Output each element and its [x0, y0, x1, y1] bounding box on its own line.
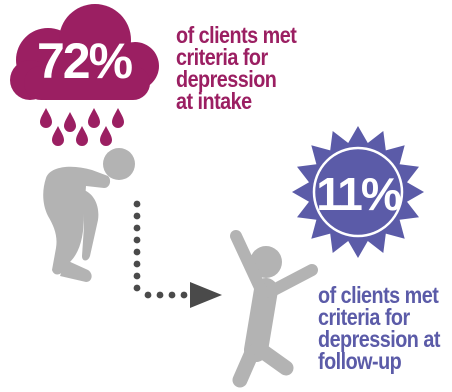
- raindrop-icon: [64, 112, 76, 132]
- intake-stat: 72%: [37, 33, 133, 89]
- followup-caption-line: criteria for: [318, 304, 410, 330]
- cheering-person-icon: [230, 230, 318, 388]
- rain-cloud-icon: [10, 4, 159, 100]
- raindrop-icon: [40, 108, 52, 128]
- raindrop-icon: [76, 126, 88, 146]
- raindrop-icon: [100, 126, 112, 146]
- followup-stat: 11%: [316, 168, 401, 220]
- intake-caption-line: of clients met: [176, 22, 297, 48]
- intake-caption-line: depression: [176, 66, 277, 92]
- followup-caption-line: depression at: [318, 326, 440, 352]
- intake-caption: of clients met criteria for depression a…: [176, 22, 297, 114]
- raindrops: [40, 108, 124, 146]
- intake-caption-line: at intake: [176, 88, 252, 114]
- followup-caption: of clients met criteria for depression a…: [318, 282, 440, 374]
- followup-caption-line: of clients met: [318, 282, 439, 308]
- intake-caption-line: criteria for: [176, 44, 268, 70]
- raindrop-icon: [112, 108, 124, 128]
- dotted-arrow-icon: [133, 200, 222, 308]
- sunburst-badge-icon: [292, 126, 424, 258]
- slumped-person-icon: [43, 148, 135, 282]
- followup-caption-line: follow-up: [318, 348, 402, 374]
- raindrop-icon: [88, 108, 100, 128]
- raindrop-icon: [52, 126, 64, 146]
